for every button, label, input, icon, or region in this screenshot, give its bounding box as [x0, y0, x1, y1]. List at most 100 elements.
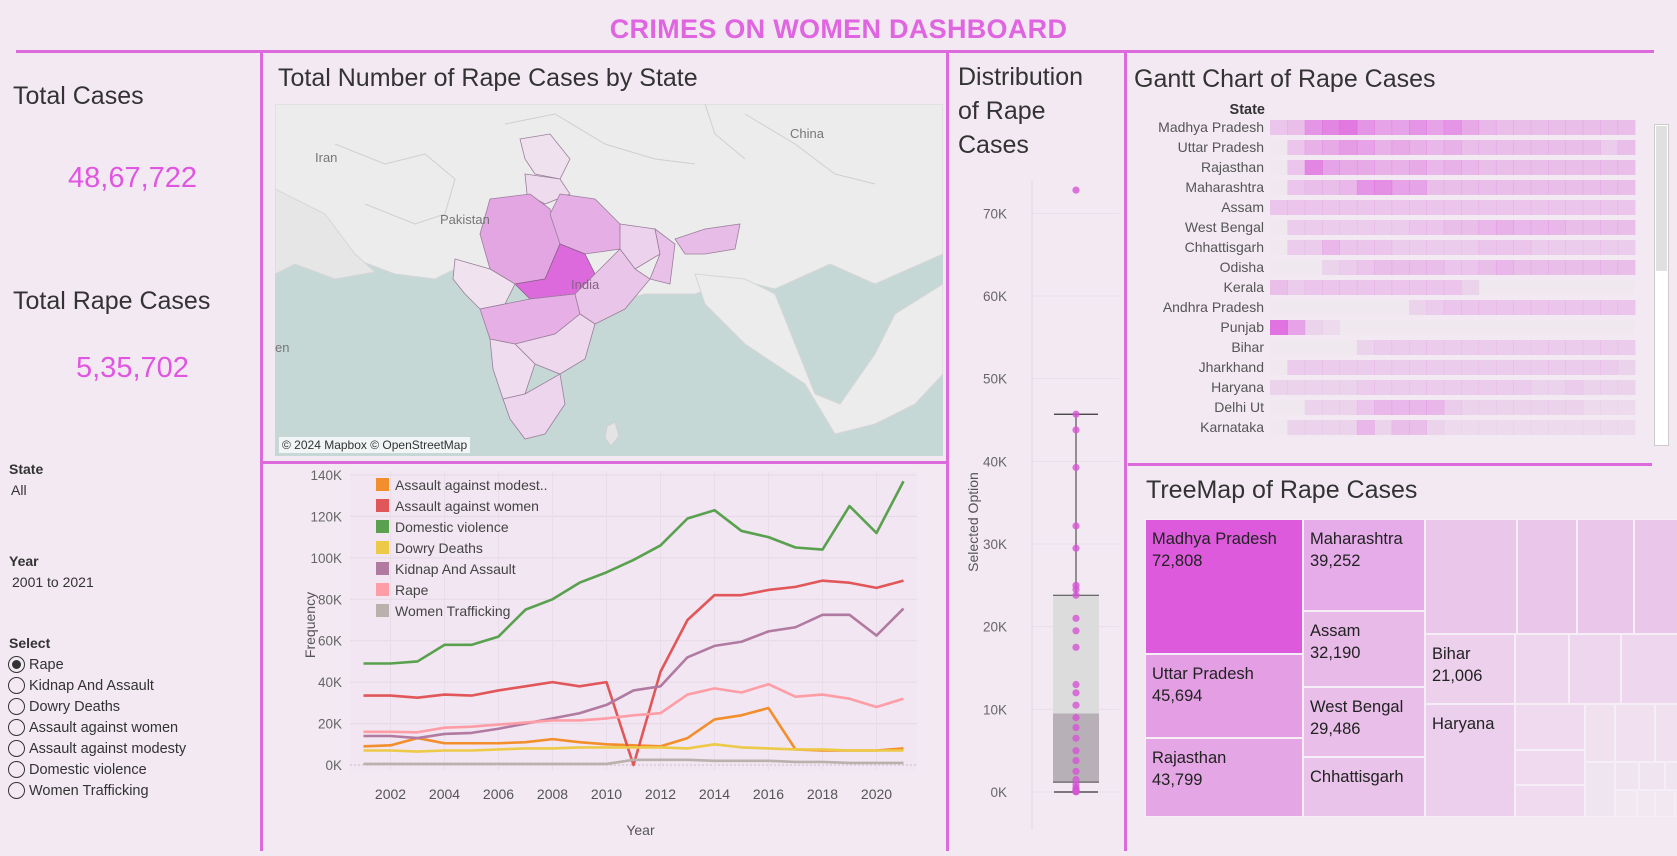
gantt-cell[interactable] — [1617, 340, 1636, 355]
gantt-cell[interactable] — [1495, 300, 1514, 315]
gantt-cell[interactable] — [1409, 160, 1427, 175]
gantt-cell[interactable] — [1565, 420, 1584, 435]
gantt-cell[interactable] — [1565, 360, 1584, 375]
legend-label[interactable]: Dowry Deaths — [395, 540, 483, 556]
gantt-cell[interactable] — [1304, 200, 1323, 215]
map-attribution[interactable]: © 2024 Mapbox © OpenStreetMap — [279, 437, 471, 453]
gantt-cell[interactable] — [1287, 200, 1306, 215]
gantt-cell[interactable] — [1304, 360, 1323, 375]
gantt-cell[interactable] — [1565, 220, 1584, 235]
gantt-cell[interactable] — [1409, 400, 1427, 415]
gantt-cell[interactable] — [1287, 360, 1306, 375]
gantt-cell[interactable] — [1513, 340, 1532, 355]
gantt-cell[interactable] — [1565, 200, 1584, 215]
gantt-cell[interactable] — [1495, 220, 1514, 235]
gantt-cell[interactable] — [1600, 420, 1619, 435]
gantt-cell[interactable] — [1617, 260, 1636, 275]
gantt-cell[interactable] — [1600, 180, 1619, 195]
box-data-point[interactable] — [1072, 186, 1080, 194]
treemap-cell[interactable] — [1515, 785, 1585, 817]
gantt-cell[interactable] — [1478, 220, 1497, 235]
gantt-cell[interactable] — [1495, 260, 1514, 275]
box-data-point[interactable] — [1072, 643, 1080, 651]
gantt-cell[interactable] — [1304, 160, 1323, 175]
gantt-cell[interactable] — [1513, 380, 1532, 395]
gantt-cell[interactable] — [1322, 140, 1341, 155]
gantt-cell[interactable] — [1356, 380, 1375, 395]
gantt-cell[interactable] — [1548, 200, 1566, 215]
treemap-cell[interactable] — [1615, 790, 1637, 817]
gantt-cell[interactable] — [1582, 260, 1601, 275]
gantt-cell[interactable] — [1530, 400, 1549, 415]
gantt-cell[interactable] — [1495, 160, 1514, 175]
gantt-cell[interactable] — [1391, 200, 1410, 215]
gantt-cell[interactable] — [1530, 340, 1549, 355]
radio-option-rape[interactable]: Rape — [8, 654, 64, 675]
gantt-cell[interactable] — [1374, 380, 1393, 395]
box-data-point[interactable] — [1072, 463, 1080, 472]
gantt-cell[interactable] — [1617, 240, 1636, 255]
gantt-cell[interactable] — [1339, 160, 1358, 175]
gantt-cell[interactable] — [1426, 420, 1445, 435]
series-line-dowry-deaths[interactable] — [363, 742, 904, 753]
legend-label[interactable]: Assault against modest.. — [395, 477, 548, 493]
box-data-point[interactable] — [1072, 788, 1080, 796]
gantt-cell[interactable] — [1617, 120, 1636, 135]
gantt-cell[interactable] — [1478, 380, 1497, 395]
gantt-cell[interactable] — [1391, 220, 1410, 235]
series-line-kidnap-and-assault[interactable] — [363, 607, 905, 740]
gantt-cell[interactable] — [1426, 160, 1445, 175]
box-data-point[interactable] — [1072, 614, 1080, 622]
radio-option-kidnap-and-assault[interactable]: Kidnap And Assault — [8, 675, 154, 696]
gantt-cell[interactable] — [1443, 380, 1462, 395]
legend-label[interactable]: Kidnap And Assault — [395, 561, 516, 577]
gantt-cell[interactable] — [1548, 360, 1566, 375]
gantt-cell[interactable] — [1600, 200, 1619, 215]
radio-button[interactable] — [8, 761, 25, 778]
gantt-cell[interactable] — [1617, 360, 1636, 375]
gantt-cell[interactable] — [1356, 400, 1375, 415]
gantt-cell[interactable] — [1582, 420, 1601, 435]
gantt-cell[interactable] — [1617, 220, 1636, 235]
treemap-cell[interactable] — [1615, 704, 1655, 762]
gantt-cell[interactable] — [1356, 280, 1375, 295]
gantt-cell[interactable] — [1443, 340, 1462, 355]
gantt-cell[interactable] — [1322, 400, 1341, 415]
box-data-point[interactable] — [1072, 756, 1080, 765]
gantt-cell[interactable] — [1600, 380, 1619, 395]
gantt-cell[interactable] — [1582, 160, 1601, 175]
gantt-cell[interactable] — [1270, 200, 1288, 215]
gantt-cell[interactable] — [1356, 140, 1375, 155]
radio-button[interactable] — [8, 656, 25, 673]
treemap-cell[interactable] — [1655, 704, 1677, 762]
gantt-cell[interactable] — [1600, 300, 1619, 315]
gantt-cell[interactable] — [1287, 120, 1306, 135]
gantt-cell[interactable] — [1495, 240, 1514, 255]
gantt-cell[interactable] — [1356, 220, 1375, 235]
gantt-cell[interactable] — [1548, 120, 1566, 135]
legend-swatch[interactable] — [376, 499, 389, 512]
treemap-cell[interactable] — [1515, 634, 1569, 704]
box-data-point[interactable] — [1072, 585, 1080, 594]
gantt-cell[interactable] — [1270, 380, 1288, 395]
gantt-cell[interactable] — [1617, 160, 1636, 175]
gantt-cell[interactable] — [1409, 240, 1427, 255]
gantt-cell[interactable] — [1304, 140, 1323, 155]
gantt-cell[interactable] — [1513, 180, 1532, 195]
gantt-cell[interactable] — [1565, 380, 1584, 395]
gantt-cell[interactable] — [1287, 160, 1306, 175]
treemap-cell[interactable] — [1515, 750, 1585, 785]
gantt-cell[interactable] — [1461, 160, 1480, 175]
gantt-cell[interactable] — [1513, 240, 1532, 255]
treemap-cell[interactable] — [1517, 519, 1577, 634]
gantt-cell[interactable] — [1409, 220, 1427, 235]
gantt-cell[interactable] — [1443, 280, 1462, 295]
gantt-cell[interactable] — [1304, 320, 1323, 335]
gantt-cell[interactable] — [1530, 160, 1549, 175]
gantt-cell[interactable] — [1339, 120, 1358, 135]
treemap-cell-haryana[interactable]: Haryana — [1425, 704, 1515, 817]
gantt-cell[interactable] — [1322, 120, 1341, 135]
gantt-cell[interactable] — [1391, 380, 1410, 395]
gantt-cell[interactable] — [1374, 260, 1393, 275]
gantt-cell[interactable] — [1391, 400, 1410, 415]
